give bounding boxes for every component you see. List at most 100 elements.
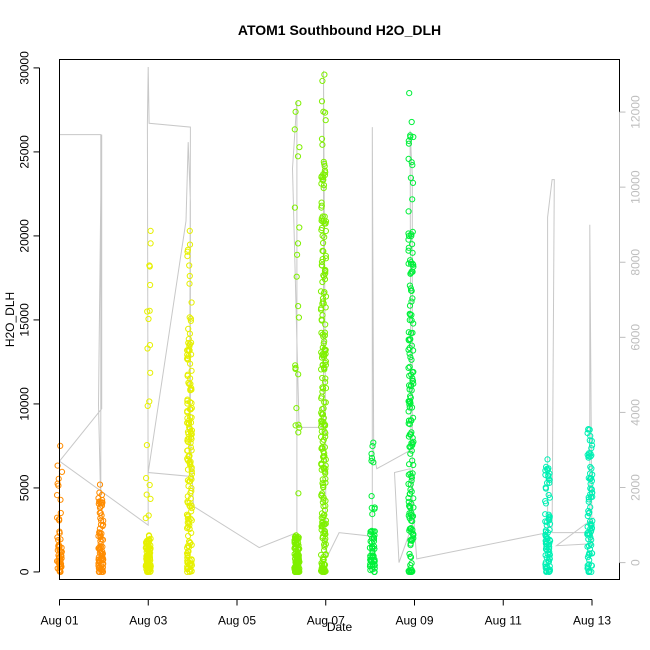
- data-point: [406, 525, 413, 532]
- data-point: [405, 498, 412, 505]
- data-point: [186, 241, 194, 248]
- data-point: [546, 545, 553, 553]
- y-right-tick-label: 8000: [629, 249, 643, 276]
- data-point: [587, 493, 595, 501]
- data-point: [406, 550, 413, 558]
- data-point: [407, 285, 414, 292]
- data-point: [409, 457, 416, 464]
- data-point: [186, 341, 193, 348]
- data-point: [188, 488, 195, 495]
- data-point: [318, 305, 325, 312]
- data-point: [408, 330, 415, 337]
- data-point: [542, 471, 549, 478]
- data-point: [96, 543, 103, 551]
- data-point: [317, 288, 325, 295]
- data-point: [321, 444, 328, 451]
- data-point: [184, 428, 192, 436]
- x-axis: Aug 01 Aug 03 Aug 05 Aug 07 Aug 09 Aug 11 Aug …: [40, 599, 611, 628]
- data-point: [321, 213, 328, 220]
- data-point: [145, 545, 152, 553]
- x-tick-label: Aug 11: [485, 614, 522, 628]
- data-point: [406, 404, 413, 411]
- data-point: [322, 379, 329, 386]
- data-point: [405, 137, 412, 144]
- data-point: [294, 240, 302, 247]
- data-point: [369, 510, 376, 518]
- data-point: [406, 461, 413, 468]
- data-point: [546, 494, 554, 501]
- y-right-tick-label: 4000: [629, 399, 643, 426]
- data-point: [186, 227, 193, 234]
- data-point: [319, 480, 326, 487]
- data-point: [408, 118, 415, 126]
- data-point: [586, 557, 593, 564]
- data-point: [145, 315, 152, 323]
- data-point: [589, 517, 596, 525]
- data-point: [321, 329, 328, 336]
- data-point: [409, 241, 416, 248]
- y-tick-label: 20000: [18, 219, 32, 253]
- data-point: [321, 167, 328, 174]
- data-point: [321, 428, 328, 435]
- y-right-tick-label: 6000: [629, 324, 643, 351]
- data-point: [318, 428, 325, 435]
- data-point: [321, 421, 328, 428]
- data-point: [294, 153, 302, 160]
- data-point: [96, 504, 104, 511]
- data-point: [405, 417, 413, 424]
- data-point: [55, 543, 62, 550]
- points-layer: [54, 71, 596, 576]
- data-point: [408, 560, 415, 567]
- data-point: [185, 339, 192, 347]
- data-point: [318, 445, 325, 452]
- data-point: [294, 548, 301, 556]
- data-point: [367, 528, 375, 535]
- data-point: [407, 132, 414, 139]
- data-point: [542, 528, 550, 535]
- x-tick-label: Aug 01: [40, 614, 78, 628]
- data-point: [292, 568, 299, 576]
- data-point: [407, 311, 414, 318]
- data-point: [588, 452, 595, 459]
- data-point: [584, 430, 591, 437]
- y-right-tick-label: 2000: [629, 474, 643, 501]
- data-point: [368, 527, 375, 535]
- data-point: [368, 450, 375, 457]
- data-point: [410, 461, 417, 469]
- data-point: [186, 347, 193, 354]
- data-point: [405, 336, 412, 343]
- data-point: [318, 411, 325, 418]
- data-point: [587, 485, 594, 492]
- data-point: [318, 393, 325, 400]
- data-point: [186, 314, 193, 321]
- data-point: [296, 224, 303, 231]
- data-point: [320, 503, 327, 510]
- data-point: [54, 534, 61, 541]
- data-point: [369, 443, 376, 450]
- data-point: [542, 500, 550, 507]
- data-point: [321, 338, 328, 345]
- data-point: [188, 468, 195, 475]
- x-tick-label: Aug 09: [395, 614, 433, 628]
- data-point: [542, 540, 550, 547]
- data-point: [57, 564, 64, 571]
- data-point: [544, 456, 551, 463]
- data-point: [145, 532, 153, 539]
- data-point: [295, 303, 302, 310]
- data-point: [146, 262, 153, 269]
- data-point: [408, 382, 415, 389]
- data-point: [143, 552, 151, 559]
- data-point: [406, 363, 413, 370]
- data-point: [369, 543, 376, 550]
- data-point: [322, 252, 329, 259]
- data-point: [188, 405, 195, 412]
- data-point: [187, 460, 194, 468]
- data-point: [410, 535, 417, 542]
- data-point: [321, 422, 329, 429]
- data-point: [186, 280, 193, 287]
- data-point: [295, 314, 302, 321]
- data-point: [406, 90, 413, 97]
- data-point: [321, 267, 329, 274]
- data-point: [321, 399, 328, 406]
- data-point: [294, 251, 301, 258]
